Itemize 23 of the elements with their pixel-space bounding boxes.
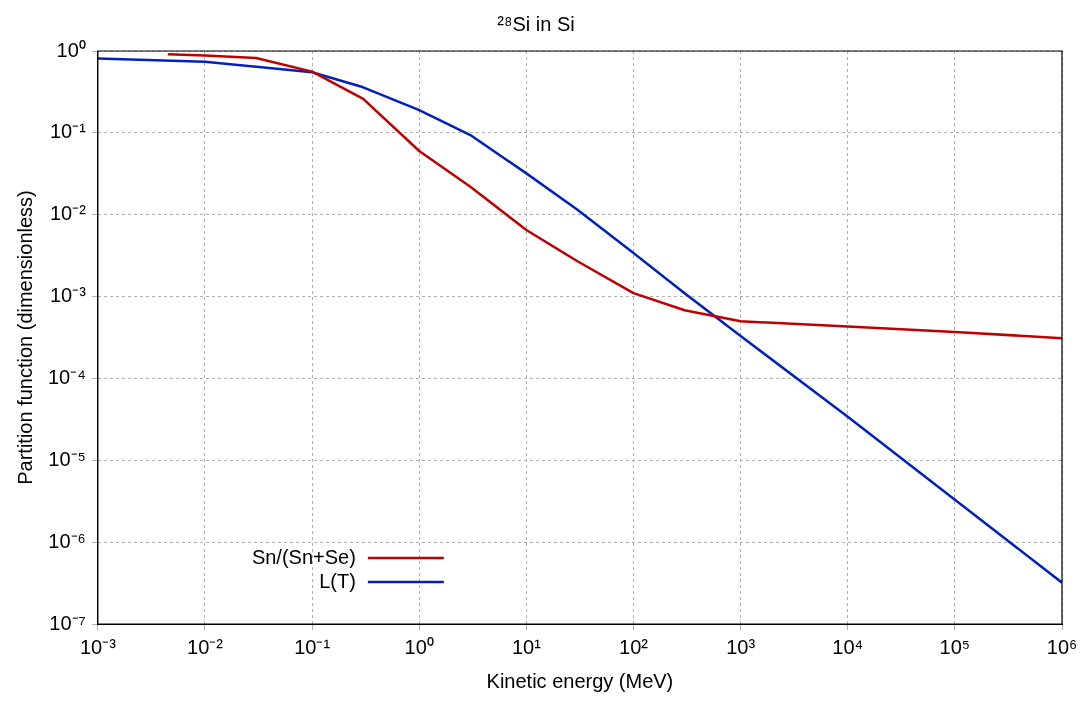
- x-axis-title: Kinetic energy (MeV): [486, 669, 674, 692]
- y-tick-label: 10⁻⁶: [48, 529, 86, 552]
- chart-title: ²⁸Si in Si: [497, 12, 575, 35]
- y-axis-title: Partition function (dimensionless): [13, 190, 36, 485]
- y-tick-label: 10⁻²: [49, 202, 87, 225]
- y-tick-label: 10⁻³: [49, 284, 87, 307]
- x-tick-label: 10³: [726, 635, 756, 658]
- x-tick-label: 10⁰: [404, 635, 434, 658]
- y-tick-label: 10⁻⁵: [48, 447, 86, 470]
- legend-label: L(T): [319, 569, 356, 592]
- x-tick-label: 10⁻¹: [294, 635, 331, 658]
- x-tick-label: 10¹: [511, 635, 542, 658]
- y-tick-label: 10⁻⁴: [48, 365, 86, 388]
- legend-label: Sn/(Sn+Se): [251, 545, 356, 568]
- x-tick-label: 10⁻²: [187, 635, 224, 658]
- x-tick-label: 10⁵: [939, 635, 971, 658]
- y-tick-label: 10⁰: [56, 38, 86, 61]
- y-tick-label: 10⁻⁷: [49, 611, 86, 634]
- x-tick-label: 10⁻³: [79, 635, 117, 658]
- x-tick-label: 10⁶: [1046, 635, 1078, 658]
- y-tick-label: 10⁻¹: [49, 120, 87, 143]
- x-tick-label: 10⁴: [832, 635, 864, 658]
- x-tick-label: 10²: [619, 635, 649, 658]
